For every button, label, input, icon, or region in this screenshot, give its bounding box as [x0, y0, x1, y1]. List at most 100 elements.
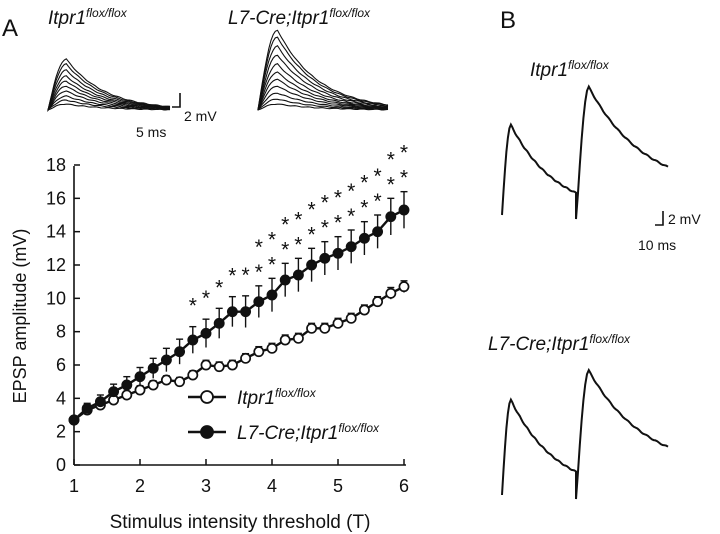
- scalebar-b-time: 10 ms: [638, 237, 676, 253]
- data-point-control: [174, 376, 186, 388]
- data-point-mutant: [253, 296, 265, 308]
- significance-star: *: [294, 233, 302, 256]
- x-tick-label: 3: [201, 476, 211, 496]
- y-tick-label: 12: [46, 255, 66, 275]
- scalebar-a-time: 5 ms: [136, 124, 166, 140]
- data-point-mutant: [266, 289, 278, 301]
- pair-title-mutant: L7-Cre;Itpr1flox/flox: [488, 332, 631, 355]
- scalebar-a: [172, 93, 181, 108]
- epsp-trace: [257, 29, 389, 110]
- y-axis-label: EPSP amplitude (mV): [10, 229, 30, 404]
- significance-star: *: [387, 148, 395, 171]
- data-point-mutant: [174, 346, 186, 358]
- epsp-trace: [47, 85, 171, 110]
- significance-star: *: [374, 165, 382, 188]
- epsp-trace: [257, 78, 389, 111]
- trace-title-control: Itpr1flox/flox: [48, 6, 128, 29]
- data-point-control: [240, 352, 252, 364]
- y-tick-label: 16: [46, 188, 66, 208]
- significance-star: *: [308, 198, 316, 221]
- significance-star: *: [215, 276, 223, 299]
- data-point-control: [345, 312, 357, 324]
- significance-star: *: [387, 173, 395, 196]
- significance-star: *: [334, 212, 342, 235]
- series-points: [68, 204, 410, 426]
- data-point-control: [187, 369, 199, 381]
- significance-star: *: [321, 217, 329, 240]
- legend-label-control: Itpr1flox/flox: [237, 386, 317, 409]
- significance-star: *: [202, 287, 210, 310]
- data-point-mutant: [160, 354, 172, 366]
- data-point-mutant: [134, 371, 146, 383]
- epsp-trace: [257, 103, 389, 111]
- significance-star: *: [242, 264, 250, 287]
- epsp-trace: [47, 90, 171, 112]
- scalebar-b-voltage: 2 mV: [668, 211, 701, 227]
- data-point-mutant: [147, 362, 159, 374]
- epsp-trace: [257, 71, 389, 111]
- legend: Itpr1flox/flox L7-Cre;Itpr1flox/flox: [188, 386, 380, 444]
- epsp-trace: [257, 36, 389, 110]
- y-tick-label: 10: [46, 288, 66, 308]
- data-point-control: [266, 342, 278, 354]
- significance-star: *: [321, 192, 329, 215]
- data-point-mutant: [398, 204, 410, 216]
- y-tick-label: 0: [56, 455, 66, 475]
- significance-star: *: [268, 228, 276, 251]
- data-point-mutant: [306, 259, 318, 271]
- epsp-trace: [257, 63, 389, 111]
- epsp-trace: [47, 103, 171, 111]
- significance-star: *: [347, 205, 355, 228]
- data-point-mutant: [292, 269, 304, 281]
- significance-star: *: [360, 172, 368, 195]
- data-point-mutant: [68, 414, 80, 426]
- significance-star: *: [281, 213, 289, 236]
- significance-star: *: [374, 190, 382, 213]
- y-tick-label: 14: [46, 222, 66, 242]
- significance-star: *: [400, 142, 408, 165]
- data-point-control: [385, 287, 397, 299]
- data-point-mutant: [108, 386, 120, 398]
- epsp-trace: [47, 95, 171, 112]
- x-tick-label: 2: [135, 476, 145, 496]
- epsp-trace: [257, 44, 389, 111]
- data-point-control: [160, 374, 172, 386]
- significance-star: *: [308, 223, 316, 246]
- paired-pulse-trace-control: [501, 84, 669, 220]
- data-point-mutant: [372, 226, 384, 238]
- significance-star: *: [294, 208, 302, 231]
- significance-star: *: [400, 167, 408, 190]
- significance-marks: * * ** *************************: [189, 142, 408, 318]
- data-point-control: [306, 322, 318, 334]
- data-point-mutant: [187, 334, 199, 346]
- paired-pulse-trace-mutant: [501, 367, 669, 500]
- x-tick-label: 4: [267, 476, 277, 496]
- x-tick-label: 5: [333, 476, 343, 496]
- epsp-trace: [257, 92, 389, 111]
- y-tick-label: 4: [56, 388, 66, 408]
- data-point-control: [121, 389, 133, 401]
- epsp-trace: [47, 58, 171, 111]
- y-tick-label: 2: [56, 422, 66, 442]
- significance-star: *: [255, 261, 263, 284]
- data-point-control: [213, 361, 225, 373]
- x-tick-label: 6: [399, 476, 409, 496]
- data-point-control: [147, 379, 159, 391]
- y-tick-label: 6: [56, 355, 66, 375]
- significance-star: *: [189, 295, 197, 318]
- y-tick-label: 8: [56, 322, 66, 342]
- scalebar-b: [655, 211, 664, 226]
- pair-title-control: Itpr1flox/flox: [530, 58, 610, 81]
- epsp-traces-mutant: [257, 29, 389, 111]
- epsp-trace: [47, 69, 171, 111]
- legend-label-mutant: L7-Cre;Itpr1flox/flox: [237, 421, 380, 444]
- significance-star: *: [334, 187, 342, 210]
- y-tick-label: 18: [46, 155, 66, 175]
- x-tick-label: 1: [69, 476, 79, 496]
- x-axis-label: Stimulus intensity threshold (T): [110, 512, 371, 533]
- legend-marker-mutant: [200, 425, 214, 439]
- panel-label-a: A: [2, 15, 18, 42]
- data-point-control: [292, 332, 304, 344]
- data-point-mutant: [240, 306, 252, 318]
